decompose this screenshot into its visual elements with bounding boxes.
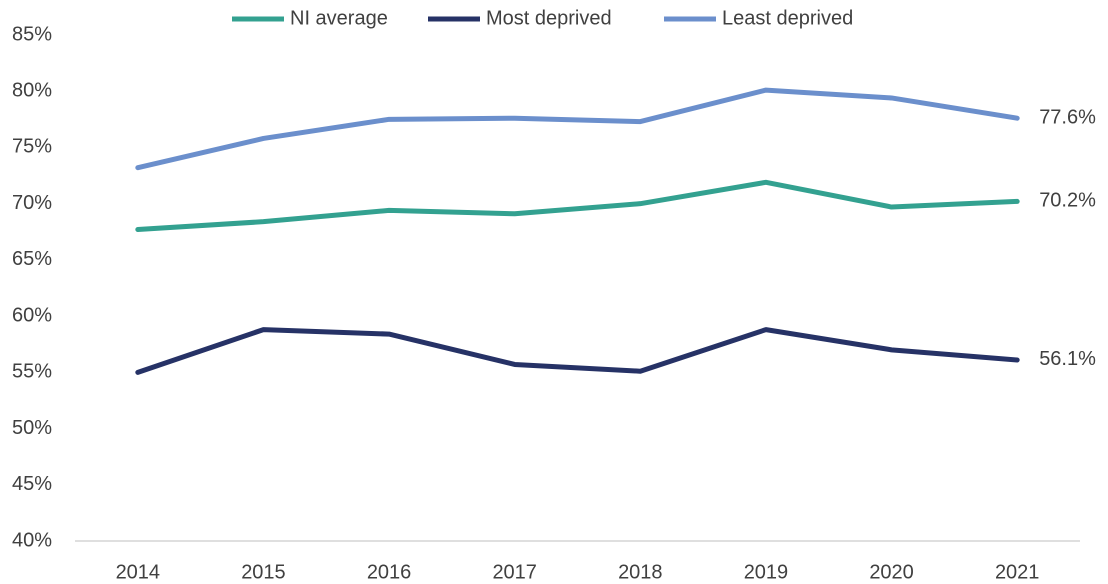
series-line [135, 87, 1020, 171]
legend-label: Least deprived [722, 7, 853, 29]
x-tick-label: 2014 [116, 561, 161, 583]
x-tick-label: 2017 [492, 561, 537, 583]
x-tick-label: 2019 [744, 561, 789, 583]
y-tick-label: 40% [12, 529, 52, 551]
value-label: 70.2% [1039, 190, 1096, 212]
y-tick-label: 65% [12, 248, 52, 270]
x-tick-label: 2016 [367, 561, 412, 583]
y-tick-label: 85% [12, 23, 52, 45]
x-tick-label: 2015 [241, 561, 286, 583]
value-label: 77.6% [1039, 106, 1096, 128]
x-tick-label: 2021 [995, 561, 1040, 583]
y-tick-label: 75% [12, 136, 52, 158]
y-tick-label: 45% [12, 473, 52, 495]
y-tick-label: 50% [12, 417, 52, 439]
legend-label: Most deprived [486, 7, 612, 29]
y-tick-label: 60% [12, 304, 52, 326]
x-tick-label: 2018 [618, 561, 663, 583]
series-line [135, 179, 1020, 233]
x-tick-label: 2020 [869, 561, 914, 583]
y-tick-label: 70% [12, 192, 52, 214]
y-tick-label: 80% [12, 80, 52, 102]
legend-label: NI average [290, 7, 388, 29]
series-line [135, 327, 1020, 375]
value-label: 56.1% [1039, 348, 1096, 370]
y-tick-label: 55% [12, 361, 52, 383]
